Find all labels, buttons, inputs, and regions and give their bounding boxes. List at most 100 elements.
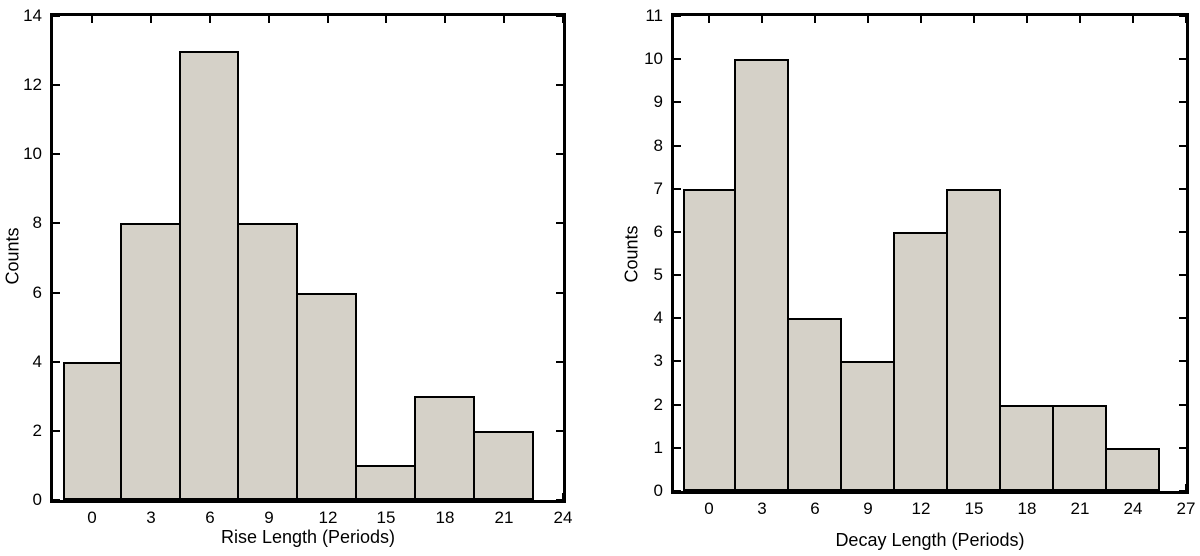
y-tick-label: 8 <box>32 213 42 232</box>
x-tick-label: 6 <box>205 508 215 527</box>
x-tick-mark <box>1185 484 1187 491</box>
y-tick-mark <box>53 15 60 17</box>
y-tick-mark <box>674 231 681 233</box>
y-tick-mark <box>674 15 681 17</box>
histogram-bar <box>237 223 298 500</box>
x-tick-label: 9 <box>264 508 274 527</box>
y-tick-mark <box>556 499 563 501</box>
histogram-bar <box>296 293 357 500</box>
y-tick-label: 2 <box>32 421 42 440</box>
x-tick-label: 24 <box>1123 499 1143 518</box>
x-tick-mark <box>920 16 922 23</box>
x-tick-mark <box>91 16 93 23</box>
y-tick-mark <box>53 361 60 363</box>
x-tick-mark <box>503 16 505 23</box>
x-tick-mark <box>1079 16 1081 23</box>
y-tick-label: 4 <box>32 352 42 371</box>
y-tick-label: 0 <box>653 481 663 500</box>
y-tick-mark <box>1179 360 1186 362</box>
x-tick-mark <box>209 16 211 23</box>
x-tick-label: 3 <box>757 499 767 518</box>
y-tick-mark <box>556 222 563 224</box>
histogram-bar <box>683 189 736 491</box>
x-tick-label: 6 <box>810 499 820 518</box>
y-tick-mark <box>1179 188 1186 190</box>
y-tick-mark <box>556 292 563 294</box>
histogram-bar <box>63 362 122 500</box>
y-tick-mark <box>1179 404 1186 406</box>
x-tick-mark <box>1132 16 1134 23</box>
x-tick-label: 15 <box>376 508 396 527</box>
y-tick-mark <box>674 490 681 492</box>
y-tick-label: 4 <box>653 308 663 327</box>
y-tick-mark <box>1179 101 1186 103</box>
histogram-bar <box>946 189 1001 491</box>
y-tick-mark <box>53 84 60 86</box>
y-tick-label: 10 <box>23 144 42 163</box>
y-tick-mark <box>674 145 681 147</box>
y-tick-mark <box>674 188 681 190</box>
plot-area-decay-length <box>671 13 1189 494</box>
y-tick-mark <box>53 499 60 501</box>
x-axis-label: Rise Length (Periods) <box>220 527 396 547</box>
y-tick-mark <box>556 153 563 155</box>
y-tick-label: 10 <box>644 49 663 68</box>
y-tick-mark <box>1179 145 1186 147</box>
x-tick-label: 18 <box>1017 499 1037 518</box>
x-tick-label: 21 <box>1070 499 1090 518</box>
y-tick-label: 6 <box>653 222 663 241</box>
x-tick-label: 12 <box>318 508 338 527</box>
x-tick-mark <box>327 16 329 23</box>
y-tick-mark <box>1179 490 1186 492</box>
y-tick-mark <box>1179 447 1186 449</box>
y-tick-mark <box>53 430 60 432</box>
x-tick-label: 15 <box>964 499 984 518</box>
x-tick-mark <box>444 16 446 23</box>
x-tick-label: 18 <box>435 508 455 527</box>
x-tick-mark <box>150 16 152 23</box>
x-tick-label: 21 <box>494 508 514 527</box>
y-tick-label: 1 <box>653 438 663 457</box>
histogram-bar <box>1052 405 1107 491</box>
x-tick-label: 0 <box>87 508 97 527</box>
y-tick-mark <box>556 361 563 363</box>
y-tick-label: 0 <box>32 490 42 509</box>
histogram-bar <box>893 232 948 491</box>
histogram-bar <box>473 431 534 500</box>
plot-area-rise-length <box>50 13 566 503</box>
x-tick-mark <box>268 16 270 23</box>
y-tick-mark <box>556 84 563 86</box>
y-tick-mark <box>53 222 60 224</box>
y-tick-label: 3 <box>653 351 663 370</box>
x-tick-mark <box>973 16 975 23</box>
y-tick-mark <box>556 15 563 17</box>
x-tick-mark <box>814 16 816 23</box>
y-tick-label: 6 <box>32 283 42 302</box>
y-tick-label: 12 <box>23 75 42 94</box>
x-tick-mark <box>562 493 564 500</box>
y-tick-mark <box>674 274 681 276</box>
x-tick-mark <box>761 16 763 23</box>
y-tick-label: 7 <box>653 179 663 198</box>
y-tick-label: 14 <box>23 6 42 25</box>
y-tick-mark <box>674 360 681 362</box>
y-tick-mark <box>1179 317 1186 319</box>
histogram-bar <box>734 59 789 491</box>
x-tick-label: 0 <box>704 499 714 518</box>
x-tick-mark <box>562 16 564 23</box>
x-tick-mark <box>385 16 387 23</box>
y-tick-mark <box>674 404 681 406</box>
y-tick-mark <box>1179 15 1186 17</box>
y-tick-label: 9 <box>653 92 663 111</box>
histogram-bar <box>179 51 239 500</box>
y-tick-mark <box>1179 231 1186 233</box>
y-tick-mark <box>53 153 60 155</box>
histogram-bar <box>999 405 1054 491</box>
y-tick-mark <box>556 430 563 432</box>
y-tick-mark <box>674 101 681 103</box>
y-tick-mark <box>674 447 681 449</box>
x-tick-mark <box>708 16 710 23</box>
y-tick-mark <box>674 317 681 319</box>
